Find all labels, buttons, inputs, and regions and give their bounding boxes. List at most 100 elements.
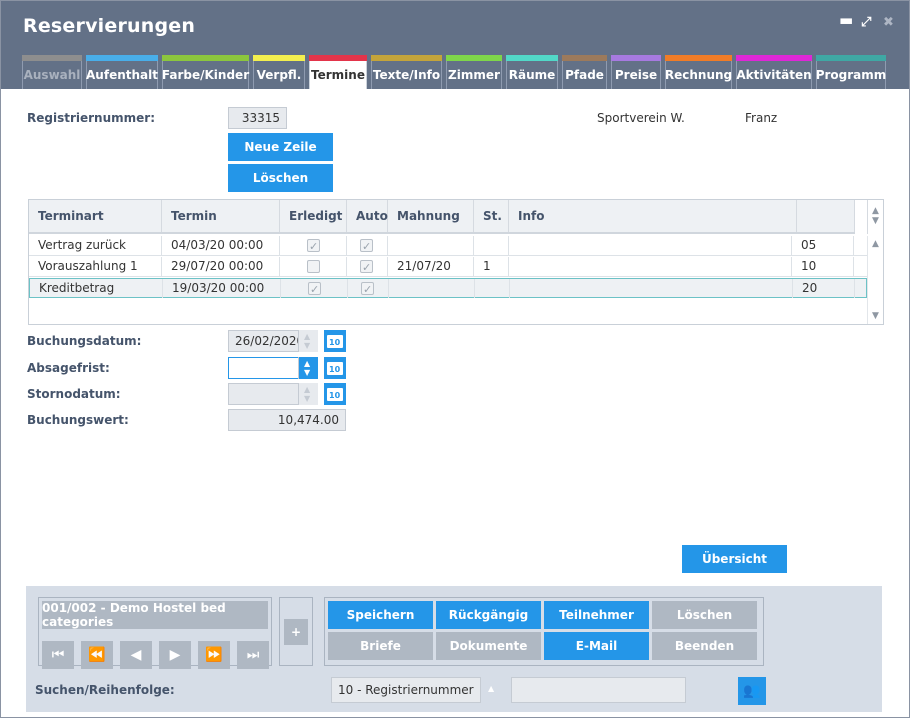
erledigt-checkbox[interactable] [307, 260, 320, 273]
sort-up-icon[interactable]: ▲ [488, 684, 495, 693]
buchungswert-field[interactable]: 10,474.00 [228, 409, 346, 431]
rewind-icon[interactable]: ⏪ [81, 641, 113, 669]
contacts-icon[interactable]: 👥 [738, 677, 766, 705]
rückgängig-button[interactable]: Rückgängig [436, 601, 541, 629]
header-mahnung[interactable]: Mahnung [388, 200, 474, 232]
add-record-button[interactable]: + [284, 619, 308, 645]
tab-color-bar [162, 55, 249, 61]
record-indicator[interactable]: 001/002 - Demo Hostel bed categories [42, 601, 268, 629]
cell-info[interactable] [509, 257, 792, 276]
absagefrist-calendar-icon[interactable] [324, 357, 346, 379]
plus-box: + [279, 597, 313, 666]
delete-row-button[interactable]: Löschen [228, 164, 333, 192]
close-icon[interactable]: ✖ [883, 15, 894, 30]
tab-pfade[interactable]: Pfade [562, 55, 607, 89]
scroll-up-icon[interactable]: ▲ [872, 239, 879, 249]
cell-mahnung[interactable] [389, 279, 475, 298]
new-row-button[interactable]: Neue Zeile [228, 133, 333, 161]
header-erledigt[interactable]: Erledigt [280, 200, 347, 232]
scroll-down-icon[interactable]: ▼ [872, 311, 879, 321]
cell-erledigt [280, 257, 347, 276]
tab-rechnung[interactable]: Rechnung [665, 55, 732, 89]
overview-button[interactable]: Übersicht [682, 545, 787, 573]
buchungsdatum-calendar-icon[interactable] [324, 330, 346, 352]
tab-termine[interactable]: Termine [309, 55, 367, 89]
absagefrist-stepper[interactable]: ▲ ▼ [298, 357, 318, 379]
cell-terminart[interactable]: Vorauszahlung 1 [29, 257, 162, 276]
dokumente-button[interactable]: Dokumente [436, 632, 541, 660]
tab-aktivitäten[interactable]: Aktivitäten [736, 55, 812, 89]
header-termin[interactable]: Termin [162, 200, 280, 232]
previous-record-icon[interactable]: ◀ [120, 641, 152, 669]
briefe-button[interactable]: Briefe [328, 632, 433, 660]
beenden-button[interactable]: Beenden [652, 632, 757, 660]
stornodatum-stepper[interactable]: ▲ ▼ [298, 383, 318, 405]
fast-forward-icon[interactable]: ⏩ [198, 641, 230, 669]
tab-texte-info[interactable]: Texte/Info [371, 55, 442, 89]
stornodatum-calendar-icon[interactable] [324, 383, 346, 405]
cell-code[interactable]: 20 [793, 279, 855, 298]
buchungsdatum-label: Buchungsdatum: [27, 334, 142, 348]
cell-code[interactable]: 10 [792, 257, 854, 276]
auto-checkbox[interactable] [361, 280, 374, 298]
header-info[interactable]: Info [509, 200, 797, 232]
tab-räume[interactable]: Räume [506, 55, 558, 89]
erledigt-checkbox[interactable] [307, 237, 320, 255]
cell-st[interactable]: 1 [474, 257, 509, 276]
löschen-button[interactable]: Löschen [652, 601, 757, 629]
cell-info[interactable] [510, 279, 793, 298]
table-header: Terminart Termin Erledigt Auto Mahnung S… [29, 200, 855, 234]
table-row[interactable]: Vorauszahlung 129/07/20 00:00 21/07/201 10 [29, 257, 867, 277]
cell-info[interactable] [509, 236, 792, 255]
cell-termin[interactable]: 19/03/20 00:00 [163, 279, 281, 298]
cell-st[interactable] [475, 279, 510, 298]
cell-terminart[interactable]: Kreditbetrag [30, 279, 163, 298]
cell-auto [348, 279, 389, 298]
cell-st[interactable] [474, 236, 509, 255]
tab-farbe-kinder[interactable]: Farbe/Kinder [162, 55, 249, 89]
scroll-up-icon[interactable]: ▲ [872, 206, 879, 216]
header-st[interactable]: St. [474, 200, 509, 232]
teilnehmer-button[interactable]: Teilnehmer [544, 601, 649, 629]
maximize-icon[interactable]: ⤢ [861, 15, 872, 30]
registriernummer-field[interactable]: 33315 [228, 107, 287, 129]
buchungsdatum-stepper[interactable]: ▲ ▼ [298, 330, 318, 352]
body-scrollbar[interactable]: ▲ ▼ [867, 236, 883, 324]
last-record-icon[interactable]: ⏭ [237, 641, 269, 669]
cell-mahnung[interactable] [388, 236, 474, 255]
cell-mahnung[interactable]: 21/07/20 [388, 257, 474, 276]
tab-zimmer[interactable]: Zimmer [446, 55, 502, 89]
tab-color-bar [253, 55, 305, 61]
scroll-down-icon[interactable]: ▼ [872, 216, 879, 226]
header-auto[interactable]: Auto [347, 200, 388, 232]
tab-programm[interactable]: Programm [816, 55, 886, 89]
erledigt-checkbox[interactable] [308, 280, 321, 298]
tab-label: Programm [815, 68, 887, 82]
tab-label: Aufenthalt [86, 68, 158, 82]
cell-terminart[interactable]: Vertrag zurück [29, 236, 162, 255]
header-code[interactable] [797, 200, 855, 232]
cell-auto [347, 257, 388, 276]
tab-aufenthalt[interactable]: Aufenthalt [86, 55, 158, 89]
search-input[interactable] [511, 677, 686, 703]
header-scrollbar[interactable]: ▲ ▼ [867, 200, 883, 234]
auto-checkbox[interactable] [360, 258, 373, 276]
tab-auswahl[interactable]: Auswahl [22, 55, 82, 89]
tab-preise[interactable]: Preise [611, 55, 661, 89]
tab-verpfl-[interactable]: Verpfl. [253, 55, 305, 89]
header-terminart[interactable]: Terminart [29, 200, 162, 232]
e-mail-button[interactable]: E-Mail [544, 632, 649, 660]
next-record-icon[interactable]: ▶ [159, 641, 191, 669]
first-record-icon[interactable]: ⏮ [42, 641, 74, 669]
search-order-select[interactable]: 10 - Registriernummer [331, 677, 481, 703]
auto-checkbox[interactable] [360, 237, 373, 255]
cell-termin[interactable]: 29/07/20 00:00 [162, 257, 280, 276]
speichern-button[interactable]: Speichern [328, 601, 433, 629]
tab-color-bar [816, 55, 886, 61]
cell-termin[interactable]: 04/03/20 00:00 [162, 236, 280, 255]
cell-code[interactable]: 05 [792, 236, 854, 255]
minimize-icon[interactable]: ▬ [839, 11, 854, 29]
window-title: Reservierungen [23, 15, 196, 37]
